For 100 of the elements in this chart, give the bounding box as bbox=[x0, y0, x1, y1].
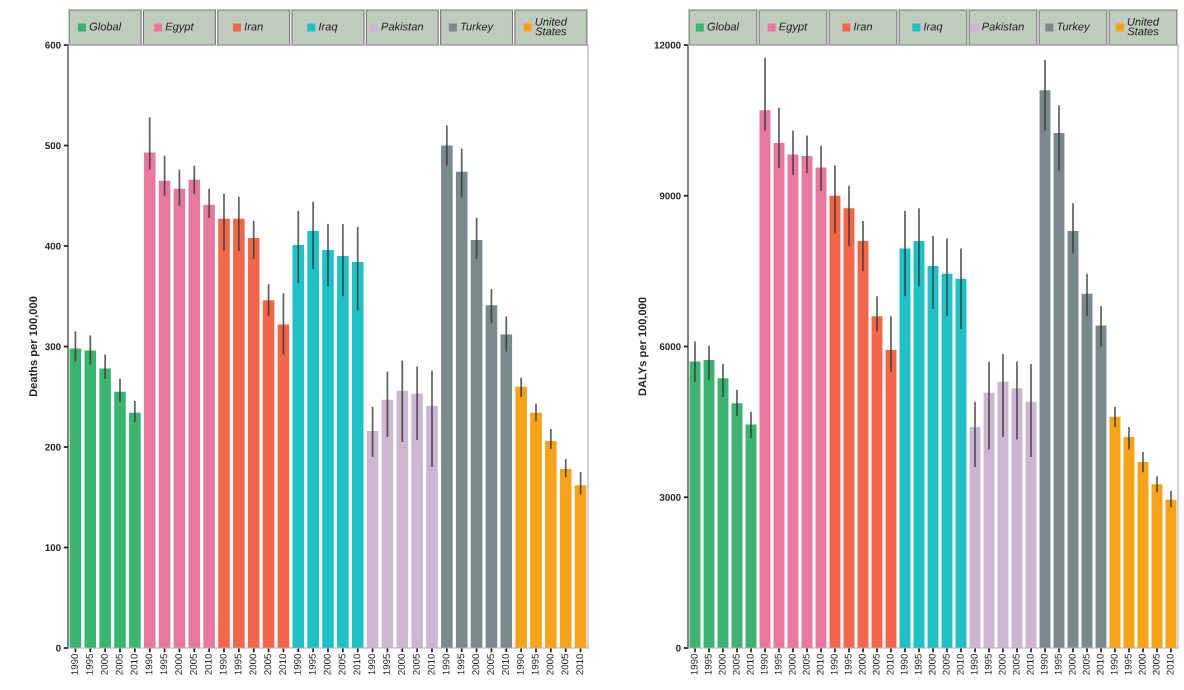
legend-label: Turkey bbox=[1057, 22, 1091, 33]
bar bbox=[530, 412, 542, 648]
legend-label: United States bbox=[1127, 17, 1160, 36]
x-tick-label: 2005 bbox=[190, 653, 197, 675]
bar bbox=[773, 142, 785, 648]
x-tick-label: 1990 bbox=[516, 653, 524, 675]
x-tick-label: 2005 bbox=[412, 653, 420, 675]
bar bbox=[158, 180, 171, 648]
bar bbox=[337, 256, 349, 648]
x-tick-label: 2000 bbox=[398, 653, 405, 675]
bar bbox=[114, 391, 126, 648]
x-tick-label: 1990 bbox=[830, 653, 838, 675]
bar bbox=[545, 440, 557, 648]
legend-label: Iran bbox=[244, 22, 263, 31]
x-tick-label: 1990 bbox=[900, 653, 908, 675]
bar bbox=[188, 179, 201, 648]
y-tick-label: 0 bbox=[56, 644, 61, 652]
x-tick-label: 2010 bbox=[746, 653, 754, 675]
bar bbox=[322, 250, 334, 648]
bar bbox=[1053, 132, 1065, 648]
bar bbox=[857, 240, 869, 648]
x-tick-label: 1995 bbox=[774, 653, 782, 675]
bar bbox=[1123, 436, 1135, 648]
bar bbox=[843, 208, 855, 648]
bar bbox=[1095, 325, 1107, 648]
bar bbox=[731, 403, 743, 648]
x-tick-label: 2000 bbox=[323, 653, 331, 675]
x-tick-label: 1995 bbox=[1054, 653, 1062, 675]
legend-label: Global bbox=[89, 22, 122, 31]
bar bbox=[745, 424, 757, 648]
x-tick-label: 1990 bbox=[970, 653, 978, 675]
x-tick-label: 1995 bbox=[704, 653, 712, 675]
x-tick-label: 1990 bbox=[71, 653, 79, 675]
y-axis-title: DALYs per 100,000 bbox=[638, 297, 649, 396]
bar bbox=[203, 204, 215, 648]
x-tick-label: 2000 bbox=[858, 653, 866, 675]
legend-label: Global bbox=[707, 22, 740, 31]
y-tick-label: 600 bbox=[45, 41, 61, 49]
x-tick-label: 1995 bbox=[914, 653, 922, 675]
x-tick-label: 1990 bbox=[368, 653, 376, 675]
x-tick-label: 2005 bbox=[487, 653, 495, 675]
x-tick-label: 1995 bbox=[844, 653, 852, 675]
x-tick-label: 2000 bbox=[1138, 653, 1146, 675]
x-tick-label: 2000 bbox=[718, 653, 726, 675]
bar bbox=[515, 386, 527, 648]
bar bbox=[411, 393, 423, 648]
bar bbox=[441, 145, 453, 648]
bar bbox=[426, 405, 438, 648]
x-tick-label: 2010 bbox=[1096, 653, 1104, 675]
bar bbox=[247, 237, 260, 648]
y-tick-label: 500 bbox=[45, 142, 61, 150]
x-tick-label: 1995 bbox=[457, 653, 465, 675]
y-tick-label: 9000 bbox=[659, 192, 681, 200]
bar bbox=[801, 156, 813, 648]
y-tick-label: 0 bbox=[676, 644, 681, 652]
bar bbox=[218, 218, 230, 648]
bar bbox=[885, 350, 897, 648]
y-tick-label: 6000 bbox=[659, 343, 681, 351]
x-tick-label: 2010 bbox=[956, 653, 964, 675]
bar bbox=[1039, 90, 1051, 648]
bar bbox=[1081, 293, 1093, 648]
bar bbox=[1151, 484, 1163, 648]
x-tick-label: 1990 bbox=[442, 653, 450, 675]
x-tick-label: 2000 bbox=[100, 653, 108, 675]
x-tick-label: 2010 bbox=[353, 653, 361, 675]
bar bbox=[143, 152, 156, 648]
bar bbox=[1109, 416, 1121, 648]
bar bbox=[173, 188, 186, 648]
bar bbox=[829, 195, 841, 648]
y-axis-title: Deaths per 100,000 bbox=[28, 296, 40, 397]
x-tick-label: 2010 bbox=[1166, 653, 1174, 675]
x-tick-label: 2000 bbox=[472, 653, 480, 675]
x-tick-label: 2010 bbox=[502, 653, 509, 675]
x-tick-label: 1995 bbox=[160, 653, 168, 675]
x-tick-label: 1990 bbox=[1040, 653, 1048, 675]
x-tick-label: 1990 bbox=[690, 653, 698, 675]
bar bbox=[787, 154, 799, 648]
x-tick-label: 2005 bbox=[1082, 653, 1090, 675]
legend-label: Pakistan bbox=[982, 22, 1024, 31]
x-tick-label: 2000 bbox=[998, 653, 1006, 675]
x-tick-label: 1995 bbox=[531, 653, 539, 675]
bar bbox=[455, 171, 468, 648]
bar bbox=[69, 348, 82, 648]
y-tick-label: 400 bbox=[44, 242, 61, 250]
bar bbox=[292, 245, 305, 648]
legend-label: Turkey bbox=[461, 22, 494, 33]
legend-label: Egypt bbox=[779, 22, 808, 33]
x-tick-label: 2010 bbox=[886, 653, 894, 675]
legend-label: Pakistan bbox=[381, 22, 424, 31]
x-tick-label: 2010 bbox=[204, 653, 212, 675]
y-tick-label: 300 bbox=[45, 343, 61, 351]
y-tick-label: 12000 bbox=[654, 41, 681, 49]
x-tick-label: 1995 bbox=[86, 653, 93, 675]
x-tick-label: 1990 bbox=[1110, 653, 1118, 675]
bar bbox=[703, 360, 715, 648]
bar bbox=[470, 239, 483, 648]
x-tick-label: 1990 bbox=[760, 653, 768, 675]
bar bbox=[396, 390, 409, 648]
legend-label: United States bbox=[535, 17, 568, 36]
legend-label: Iraq bbox=[318, 22, 338, 33]
